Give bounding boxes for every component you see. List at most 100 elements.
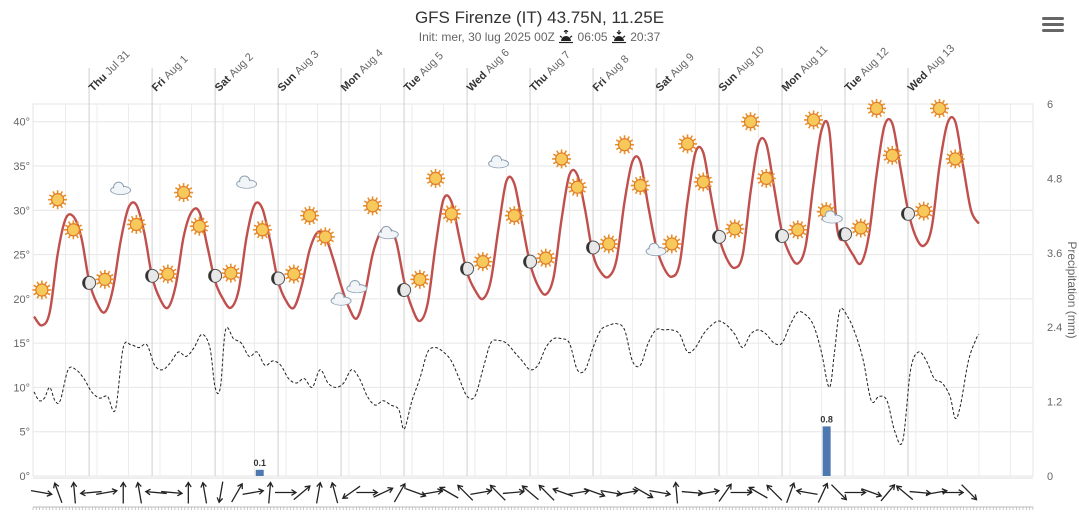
cloud-icon <box>488 155 510 169</box>
sun-icon <box>410 269 430 289</box>
sun-icon <box>473 252 493 272</box>
day-label: Mon Aug 11 <box>780 43 831 94</box>
sun-icon <box>914 201 934 221</box>
precipitation-axis: 0 1.2 2.4 3.6 4.8 6 <box>1047 99 1062 483</box>
temperature-tick-label: 35° <box>13 161 30 173</box>
init-text: Init: mer, 30 lug 2025 00Z <box>418 30 555 44</box>
cloud-icon <box>110 181 132 195</box>
temperature-tick-label: 20° <box>13 294 30 306</box>
precipitation-tick-label: 2.4 <box>1047 322 1062 334</box>
day-label: Thu Jul 31 <box>87 48 133 94</box>
precipitation-tick-label: 0 <box>1047 471 1053 483</box>
day-label: Thu Aug 7 <box>528 49 573 94</box>
wind-arrow-icon <box>681 489 704 497</box>
sun-icon <box>867 98 887 118</box>
sun-icon <box>741 112 761 132</box>
wind-arrow-icon <box>315 481 323 504</box>
wind-arrow-icon <box>584 488 606 498</box>
day-label: Tue Aug 12 <box>843 46 892 95</box>
sun-icon <box>725 219 745 239</box>
wind-arrow-icon <box>909 489 932 497</box>
wind-arrow-icon <box>242 488 265 496</box>
temperature-tick-label: 5° <box>19 427 30 439</box>
sun-icon <box>126 214 146 234</box>
precipitation-tick-label: 4.8 <box>1047 173 1062 185</box>
temperature-tick-label: 15° <box>13 338 30 350</box>
day-label: Mon Aug 4 <box>339 47 386 94</box>
wind-arrow-icon <box>730 489 753 496</box>
sun-icon <box>788 220 808 240</box>
sun-icon <box>804 110 824 130</box>
temperature-tick-label: 10° <box>13 382 30 394</box>
precipitation-data-label: 0.1 <box>253 458 266 468</box>
temperature-tick-label: 40° <box>13 117 30 129</box>
sun-icon <box>567 177 587 197</box>
day-label: Fri Aug 1 <box>150 53 191 94</box>
day-label: Wed Aug 13 <box>906 43 958 95</box>
cloud-icon <box>330 292 352 306</box>
moon-icon <box>775 228 790 243</box>
moon-icon <box>82 275 97 290</box>
day-label: Sat Aug 9 <box>654 51 697 94</box>
precipitation-bars: 0.1 0.8 <box>253 414 833 476</box>
sun-icon <box>662 234 682 254</box>
sun-icon <box>693 172 713 192</box>
wind-arrow-icon <box>405 488 427 498</box>
wind-arrow-icon <box>52 481 63 504</box>
wind-arrow-icon <box>698 488 721 496</box>
moon-icon <box>838 227 853 242</box>
wind-arrow-icon <box>373 486 394 498</box>
wind-arrow-icon <box>119 481 127 504</box>
wind-arrow-icon <box>672 481 680 504</box>
wind-arrow-icon <box>274 489 298 496</box>
sun-icon <box>426 168 446 188</box>
sun-icon <box>252 220 272 240</box>
day-label: Wed Aug 6 <box>465 47 512 94</box>
day-labels: Thu Jul 31 Fri Aug 1 Sat Aug 2 Sun Aug 3 Mon… <box>87 43 957 95</box>
moon-icon <box>397 283 412 297</box>
sun-icon <box>930 98 950 118</box>
cloud-icon <box>645 242 667 256</box>
temperature-tick-label: 0° <box>19 471 30 483</box>
sunrise-icon <box>558 29 574 47</box>
sun-icon <box>851 218 871 238</box>
wind-arrow-icon <box>844 489 867 496</box>
sun-icon <box>756 168 776 188</box>
sun-icon <box>552 149 572 169</box>
wind-arrow-icon <box>184 481 192 504</box>
sunset-icon <box>611 30 627 47</box>
wind-arrow-icon <box>616 488 639 496</box>
day-label: Tue Aug 5 <box>402 50 446 94</box>
moon-icon <box>460 261 475 276</box>
wind-arrow-icon <box>356 489 379 496</box>
sun-icon <box>599 234 619 254</box>
wind-arrow-icon <box>200 481 208 504</box>
sun-icon <box>882 145 902 165</box>
sun-icon <box>363 196 383 216</box>
cloud-icon <box>377 225 399 240</box>
day-label: Fri Aug 8 <box>591 53 632 94</box>
wind-arrow-icon <box>135 481 143 504</box>
day-label: Sun Aug 10 <box>717 44 767 94</box>
wind-arrow-icon <box>552 487 574 497</box>
wind-arrow-icon <box>795 488 818 496</box>
hamburger-icon[interactable] <box>1040 14 1066 36</box>
temperature-axis: 0° 5° 10° 15° 20° 25° 30° 35° 40° <box>13 117 30 483</box>
moon-icon <box>271 271 286 286</box>
wind-arrow-icon <box>649 489 672 497</box>
wind-arrow-icon <box>457 484 474 501</box>
wind-arrow-icon <box>144 488 167 496</box>
wind-arrow-icon <box>861 488 883 498</box>
wind-arrow-icon <box>831 484 848 501</box>
grid <box>32 68 1034 477</box>
wind-arrow-icon <box>502 488 525 496</box>
wind-arrow-icon <box>216 481 224 504</box>
wind-arrow-icon <box>786 481 796 504</box>
wind-arrow-icon <box>538 484 555 501</box>
wind-arrow-icon <box>817 482 829 503</box>
precipitation-tick-label: 6 <box>1047 99 1053 111</box>
moon-icon <box>586 240 601 255</box>
wind-arrow-icon <box>79 489 102 497</box>
wind-arrow-icon <box>231 482 243 503</box>
